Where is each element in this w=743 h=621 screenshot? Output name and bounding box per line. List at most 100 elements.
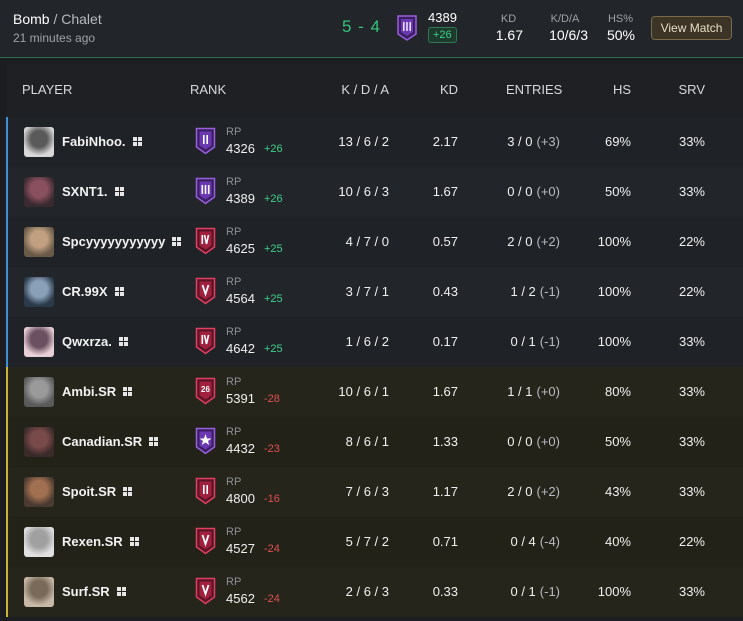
rank-diamond-star-icon [195, 427, 216, 455]
avatar[interactable] [24, 127, 54, 157]
table-row[interactable]: SXNT1. RP 4389 +26 10 / 6 / 3 1.67 0 / 0 (+0) 50… [6, 167, 743, 217]
view-match-button[interactable]: View Match [651, 16, 732, 40]
header-hs-value: 50% [606, 27, 635, 43]
table-row[interactable]: Rexen.SR RP 4527 -24 5 / 7 / 2 0.71 0 / 4 (-4) 4… [6, 517, 743, 567]
srv-value: 33% [678, 484, 705, 499]
rank-emerald-iv-icon [195, 327, 216, 355]
srv-value: 33% [678, 584, 705, 599]
kd-value: 1.33 [432, 434, 458, 449]
rank-emerald-v-icon [195, 277, 216, 305]
windows-icon [114, 287, 124, 296]
rank-emerald-ii-icon [195, 477, 216, 505]
rp-value: 4564 [226, 291, 255, 306]
rp-delta: +26 [264, 193, 283, 205]
entries-diff: (-1) [539, 584, 560, 599]
hs-value: 80% [604, 384, 631, 399]
player-name-text: FabiNhoo. [62, 134, 126, 149]
column-rank[interactable]: RANK [190, 82, 227, 97]
table-row[interactable]: FabiNhoo. RP 4326 +26 13 / 6 / 2 2.17 3 / 0 (+3… [6, 117, 743, 167]
table-row[interactable]: Qwxrza. RP 4642 +25 1 / 6 / 2 0.17 0 / 1 (-1) 10… [6, 317, 743, 367]
hs-value: 50% [604, 434, 631, 449]
player-name[interactable]: SXNT1. [62, 184, 124, 199]
kd-value: 0.71 [432, 534, 458, 549]
rp-value: 4527 [226, 541, 255, 556]
rank-diamond-iii-icon [397, 15, 417, 41]
column-entries[interactable]: ENTRIES [506, 82, 563, 97]
kd-value: 0.17 [432, 334, 458, 349]
table-row[interactable]: Spcyyyyyyyyyyy RP 4625 +25 4 / 7 / 0 0.57 2 / … [6, 217, 743, 267]
avatar[interactable] [24, 527, 54, 557]
rp-delta: -23 [264, 443, 280, 455]
rp-label: RP [226, 326, 242, 338]
table-row[interactable]: Spoit.SR RP 4800 -16 7 / 6 / 3 1.17 2 / 0 (+2) 4… [6, 467, 743, 517]
player-name[interactable]: FabiNhoo. [62, 134, 142, 149]
column-player[interactable]: PLAYER [22, 82, 73, 97]
entries-count: 2 / 0 [507, 234, 533, 249]
rank-diamond-ii-icon [195, 127, 216, 155]
windows-icon [116, 587, 126, 596]
header-hs-label: HS% [607, 13, 634, 25]
kda-value: 13 / 6 / 2 [338, 134, 389, 149]
column-srv[interactable]: SRV [678, 82, 706, 97]
player-name[interactable]: Ambi.SR [62, 384, 133, 399]
rp-delta: +26 [264, 143, 283, 155]
rank-emerald-v-icon [195, 527, 216, 555]
team-indicator [6, 367, 8, 417]
rp-delta: -24 [264, 543, 280, 555]
team-indicator [6, 517, 8, 567]
entries-count: 0 / 1 [510, 584, 536, 599]
player-name[interactable]: Canadian.SR [62, 434, 159, 449]
entries-diff: (-1) [539, 334, 560, 349]
srv-value: 33% [678, 134, 705, 149]
hs-value: 100% [597, 334, 631, 349]
player-name-text: Surf.SR [62, 584, 110, 599]
player-name[interactable]: Spcyyyyyyyyyyy [62, 234, 182, 249]
player-name[interactable]: CR.99X [62, 284, 124, 299]
srv-value: 22% [678, 284, 705, 299]
rp-value: 4389 [226, 191, 255, 206]
player-name-text: Spcyyyyyyyyyyy [62, 234, 166, 249]
windows-icon [123, 387, 133, 396]
player-name[interactable]: Spoit.SR [62, 484, 133, 499]
avatar[interactable] [24, 477, 54, 507]
player-name[interactable]: Qwxrza. [62, 334, 128, 349]
avatar[interactable] [24, 227, 54, 257]
scoreboard-table: PLAYER RANK K / D / A KD ENTRIES HS SRV … [6, 64, 743, 621]
kd-value: 0.57 [432, 234, 458, 249]
kda-value: 7 / 6 / 3 [345, 484, 389, 499]
player-name[interactable]: Surf.SR [62, 584, 126, 599]
column-kd[interactable]: KD [439, 82, 458, 97]
avatar[interactable] [24, 177, 54, 207]
player-name[interactable]: Rexen.SR [62, 534, 139, 549]
avatar[interactable] [24, 427, 54, 457]
entries-diff: (-1) [539, 284, 560, 299]
avatar[interactable] [24, 327, 54, 357]
rp-value: 4326 [226, 141, 255, 156]
header-kd-label: KD [500, 13, 517, 25]
entries-diff: (-4) [539, 534, 560, 549]
avatar[interactable] [24, 277, 54, 307]
avatar[interactable] [24, 577, 54, 607]
entries-count: 1 / 2 [510, 284, 536, 299]
table-row[interactable]: Canadian.SR RP 4432 -23 8 / 6 / 1 1.33 0 / 0 (+… [6, 417, 743, 467]
column-hs[interactable]: HS [612, 82, 631, 97]
hs-value: 100% [597, 284, 631, 299]
entries-diff: (+2) [536, 234, 560, 249]
team-indicator [6, 567, 8, 617]
table-row[interactable]: Surf.SR RP 4562 -24 2 / 6 / 3 0.33 0 / 1 (-1) 10… [6, 567, 743, 617]
header-kda-value: 10/6/3 [549, 27, 588, 43]
entries-count: 2 / 0 [507, 484, 533, 499]
windows-icon [172, 237, 182, 246]
table-row[interactable]: Ambi.SR 26 RP 5391 -28 10 / 6 / 1 1.67 1 / 1 (+0… [6, 367, 743, 417]
windows-icon [114, 187, 124, 196]
column-kda[interactable]: K / D / A [341, 82, 389, 97]
entries-diff: (+3) [536, 134, 560, 149]
table-row[interactable]: CR.99X RP 4564 +25 3 / 7 / 1 0.43 1 / 2 (-1) 100… [6, 267, 743, 317]
kda-value: 5 / 7 / 2 [345, 534, 389, 549]
entries-count: 3 / 0 [507, 134, 533, 149]
rp-value: 4800 [226, 491, 255, 506]
avatar[interactable] [24, 377, 54, 407]
header-rp: 4389 [428, 10, 457, 25]
srv-value: 33% [678, 434, 705, 449]
entries-value: 0 / 0 (+0) [496, 434, 560, 449]
